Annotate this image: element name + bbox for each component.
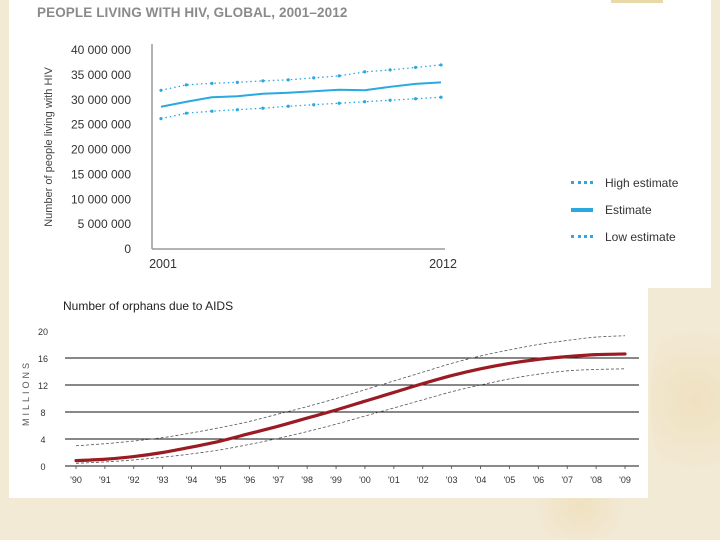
x-tick-label: '05: [504, 475, 516, 485]
legend: High estimate Estimate Low estimate: [565, 176, 705, 257]
data-point: [337, 74, 341, 78]
x-tick-label: '94: [186, 475, 198, 485]
chart-title: Number of orphans due to AIDS: [63, 299, 234, 313]
corner-accent: [611, 0, 663, 3]
data-point: [413, 97, 418, 101]
data-point: [261, 106, 265, 110]
y-tick-label: 10 000 000: [71, 192, 131, 206]
x-tick-label: '93: [157, 475, 169, 485]
x-tick-label: '95: [215, 475, 227, 485]
x-tick-label: 2012: [429, 257, 457, 271]
x-tick-label: '04: [475, 475, 487, 485]
data-point: [210, 81, 214, 85]
x-tick-label: '03: [446, 475, 458, 485]
lower-bound-line: [75, 368, 626, 464]
x-tick-label: 2001: [149, 257, 177, 271]
x-tick-label: '08: [590, 475, 602, 485]
x-tick-label: '01: [388, 475, 400, 485]
data-point: [184, 83, 189, 87]
data-point: [286, 104, 290, 108]
data-point: [184, 111, 189, 115]
data-point: [312, 76, 316, 80]
legend-label: Low estimate: [605, 230, 676, 244]
legend-swatch-dotted: [571, 181, 593, 188]
y-tick-label: 35 000 000: [71, 68, 131, 82]
y-tick-label: 40 000 000: [71, 43, 131, 57]
hiv-line-chart: 40 000 000 35 000 000 30 000 000 25 000 000…: [71, 43, 457, 271]
data-point: [337, 101, 341, 105]
data-point: [261, 79, 265, 83]
legend-label: High estimate: [605, 176, 679, 190]
series-line-high: [160, 64, 442, 91]
orphans-series-line: [74, 352, 627, 463]
data-point: [363, 100, 367, 104]
data-point: [413, 65, 418, 70]
x-tick-label: '90: [70, 475, 82, 485]
y-tick-label: 5 000 000: [78, 217, 132, 231]
data-point: [439, 63, 443, 67]
y-tick-label: 8: [40, 408, 45, 418]
y-tick-label: 0: [124, 242, 131, 256]
data-point: [286, 78, 290, 82]
y-tick-label: 15 000 000: [71, 167, 131, 181]
data-point: [210, 109, 214, 113]
x-tick-label: '96: [244, 475, 256, 485]
data-point: [159, 117, 163, 121]
x-tick-label: '92: [128, 475, 140, 485]
y-tick-label: 0: [40, 462, 45, 472]
orphans-chart-panel: Number of orphans due to AIDS MILLIONS 2…: [9, 288, 648, 498]
data-point: [363, 70, 367, 74]
data-point: [235, 80, 239, 84]
hiv-chart-panel: PEOPLE LIVING WITH HIV, GLOBAL, 2001–201…: [9, 0, 711, 288]
x-tick-label: '02: [417, 475, 429, 485]
series-line-estimate: [160, 81, 442, 108]
data-point: [235, 108, 239, 112]
data-point: [159, 88, 163, 92]
legend-item-low: Low estimate: [565, 230, 705, 257]
x-tick-label: '99: [330, 475, 342, 485]
legend-swatch-solid: [571, 208, 593, 212]
x-tick-label: '09: [619, 475, 631, 485]
data-point: [312, 103, 316, 107]
background-glow: [650, 300, 720, 500]
x-tick-label: '07: [561, 475, 573, 485]
x-tick-label: '00: [359, 475, 371, 485]
y-tick-label: 25 000 000: [71, 118, 131, 132]
y-tick-label: 20: [38, 327, 48, 337]
upper-bound-line: [75, 335, 626, 447]
x-tick-label: '91: [99, 475, 111, 485]
y-tick-label: 16: [38, 354, 48, 364]
chart-title: PEOPLE LIVING WITH HIV, GLOBAL, 2001–201…: [37, 5, 348, 20]
y-tick-label: 12: [38, 381, 48, 391]
y-tick-label: 4: [40, 435, 45, 445]
x-tick-label: '06: [532, 475, 544, 485]
y-tick-label: 30 000 000: [71, 93, 131, 107]
x-tick-label: '97: [272, 475, 284, 485]
legend-item-estimate: Estimate: [565, 203, 705, 230]
legend-item-high: High estimate: [565, 176, 705, 203]
orphans-line-chart: 20 16 12 8 4 0 '90 '91 '92 '93 '94 '95 '96 '97 '98 '99 '…: [38, 327, 639, 485]
data-point: [439, 95, 443, 99]
legend-swatch-dotted: [571, 235, 593, 242]
data-point: [388, 98, 392, 102]
legend-label: Estimate: [605, 203, 652, 217]
data-point: [388, 68, 392, 72]
y-tick-label: 20 000 000: [71, 143, 131, 157]
series-line-low: [160, 96, 442, 120]
x-tick-label: '98: [301, 475, 313, 485]
